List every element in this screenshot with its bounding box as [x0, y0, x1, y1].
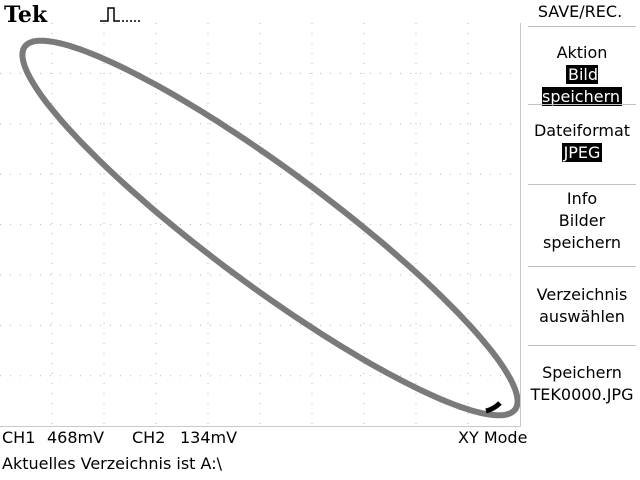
menu-item-label: Aktion	[556, 43, 608, 62]
menu-item-info[interactable]: Info Bilder speichern	[524, 188, 640, 254]
menu-title: SAVE/REC.	[537, 2, 623, 21]
menu-item-verzeichnis[interactable]: Verzeichnis auswählen	[524, 284, 640, 328]
pulse-icon	[100, 7, 140, 22]
menu-item-line: TEK0000.JPG	[530, 385, 634, 404]
xy-trace	[19, 37, 520, 419]
menu-item-line: speichern	[543, 233, 621, 252]
menu-item-dateiformat[interactable]: Dateiformat JPEG	[524, 120, 640, 164]
menu-item-line: auswählen	[539, 307, 625, 326]
menu-separator	[528, 104, 636, 105]
graticule	[0, 23, 520, 426]
trace-highlight	[485, 401, 502, 414]
menu-item-label: Dateiformat	[533, 121, 631, 140]
menu-separator	[528, 26, 636, 27]
menu-item-line: Bilder	[558, 211, 606, 230]
menu-separator	[528, 345, 636, 346]
status-message: Aktuelles Verzeichnis ist A:\	[2, 454, 222, 473]
menu-separator	[528, 266, 636, 267]
menu-item-line: Verzeichnis	[536, 285, 628, 304]
menu-item-speichern[interactable]: Speichern TEK0000.JPG	[524, 362, 640, 406]
menu-item-aktion[interactable]: Aktion Bild speichern	[524, 42, 640, 108]
menu-item-line: Speichern	[542, 363, 622, 382]
menu-item-value: Bild speichern	[542, 65, 622, 106]
side-menu: SAVE/REC. Aktion Bild speichern Dateifor…	[520, 0, 640, 426]
ch1-scale: 468mV	[47, 428, 105, 447]
menu-separator	[528, 184, 636, 185]
menu-item-value: JPEG	[561, 143, 603, 162]
waveform-display	[0, 23, 521, 427]
ch2-scale: 134mV	[180, 428, 238, 447]
menu-item-line: Info	[566, 189, 598, 208]
ch2-label: CH2	[132, 428, 166, 447]
ch1-label: CH1	[2, 428, 36, 447]
xy-mode-label: XY Mode	[458, 428, 528, 447]
